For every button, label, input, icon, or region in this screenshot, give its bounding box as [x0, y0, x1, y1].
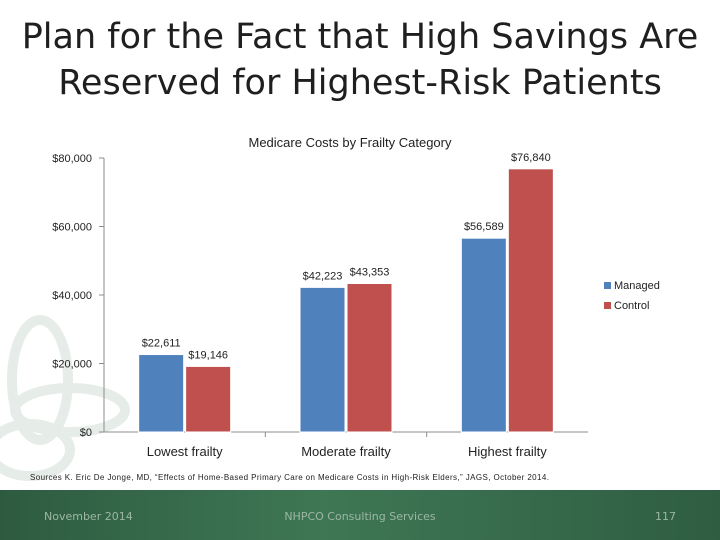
data-label-managed-2: $56,589	[464, 221, 504, 233]
legend-swatch-managed	[604, 282, 611, 289]
data-label-control-1: $43,353	[350, 267, 390, 279]
chart-bars	[138, 168, 554, 433]
legend-swatch-control	[604, 302, 611, 309]
slide-footer: November 2014 NHPCO Consulting Services …	[0, 490, 720, 540]
data-label-managed-1: $42,223	[303, 270, 343, 282]
footer-organization: NHPCO Consulting Services	[284, 510, 436, 523]
bar-managed-1	[299, 286, 346, 433]
chart-title: Medicare Costs by Frailty Category	[248, 135, 452, 150]
bar-control-0	[185, 365, 232, 433]
footer-date: November 2014	[44, 510, 133, 523]
bar-control-2	[507, 168, 554, 433]
title-line-1: Plan for the Fact that High Savings Are	[21, 17, 699, 57]
y-tick-label: $40,000	[52, 290, 92, 302]
data-label-control-2: $76,840	[511, 152, 551, 164]
source-citation: Sources K. Eric De Jonge, MD, “Effects o…	[30, 473, 550, 482]
bar-control-1	[346, 283, 393, 433]
data-label-managed-0: $22,611	[142, 338, 181, 350]
footer-page-number: 117	[655, 510, 676, 523]
bar-managed-0	[138, 354, 185, 433]
chart-axes: $0 $20,000 $40,000 $60,000 $80,000 Lowest fra…	[52, 153, 588, 459]
chart-legend: Managed Control	[604, 280, 660, 312]
data-label-control-0: $19,146	[188, 349, 228, 361]
y-tick-label: $0	[80, 427, 92, 439]
decorative-flower-watermark	[0, 315, 130, 481]
legend-label-managed: Managed	[614, 280, 660, 292]
x-tick-label: Moderate frailty	[301, 444, 391, 459]
y-tick-label: $20,000	[52, 359, 92, 371]
legend-label-control: Control	[614, 300, 649, 312]
y-tick-label: $60,000	[52, 222, 92, 234]
title-line-2: Reserved for Highest-Risk Patients	[58, 63, 662, 103]
x-tick-label: Highest frailty	[468, 444, 547, 459]
x-tick-label: Lowest frailty	[147, 444, 223, 459]
y-tick-label: $80,000	[52, 153, 92, 165]
bar-chart: Medicare Costs by Frailty Category $0 $20…	[52, 135, 660, 459]
chart-data-labels: $22,611 $19,146 $42,223 $43,353 $56,589 $76,8…	[142, 152, 551, 362]
slide-title: Plan for the Fact that High Savings Are …	[0, 14, 720, 106]
bar-managed-2	[460, 237, 507, 433]
